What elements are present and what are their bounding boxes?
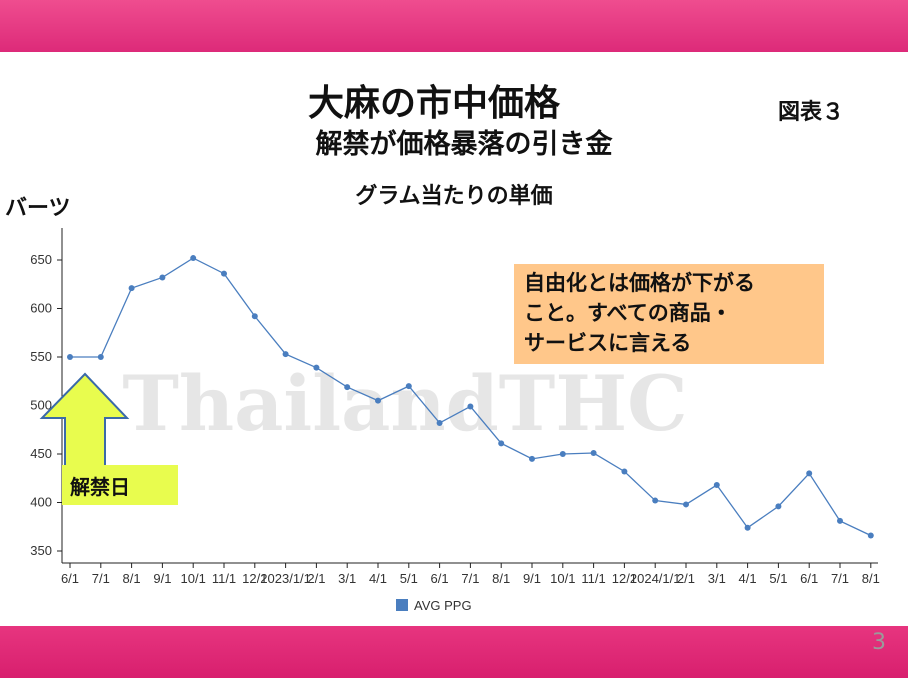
slide-number: 3 bbox=[872, 630, 886, 655]
x-tick-label: 6/1 bbox=[61, 571, 79, 586]
data-point bbox=[344, 384, 351, 391]
x-tick-label: 11/1 bbox=[581, 571, 605, 586]
figure-label: 図表３ bbox=[778, 100, 845, 125]
bottom-band bbox=[0, 626, 908, 678]
x-tick-label: 7/1 bbox=[92, 571, 110, 586]
x-tick-label: 7/1 bbox=[461, 571, 479, 586]
page-title: 大麻の市中価格 bbox=[307, 83, 560, 124]
ban-date-label: 解禁日 bbox=[62, 465, 178, 505]
data-point bbox=[97, 354, 104, 360]
data-point bbox=[590, 450, 597, 457]
x-tick-label: 6/1 bbox=[431, 571, 449, 586]
data-point bbox=[867, 532, 874, 539]
x-tick-label: 2/1 bbox=[307, 571, 325, 586]
data-point bbox=[436, 419, 443, 426]
x-tick-label: 8/1 bbox=[492, 571, 510, 586]
x-tick-label: 12/1 bbox=[242, 571, 267, 586]
y-tick-label: 400 bbox=[30, 495, 52, 510]
watermark-text: ThailandTHC bbox=[122, 359, 687, 448]
y-tick-label: 350 bbox=[30, 543, 52, 558]
x-tick-label: 9/1 bbox=[153, 571, 171, 586]
top-band bbox=[0, 0, 908, 52]
legend-label: AVG PPG bbox=[414, 598, 472, 613]
note-line: サービスに言える bbox=[524, 331, 692, 355]
x-tick-label: 4/1 bbox=[739, 571, 757, 586]
data-point bbox=[621, 468, 628, 475]
x-tick-label: 9/1 bbox=[523, 571, 541, 586]
y-tick-label: 550 bbox=[30, 349, 52, 364]
x-tick-label: 11/1 bbox=[212, 571, 236, 586]
y-tick-label: 650 bbox=[30, 252, 52, 267]
data-point bbox=[128, 285, 135, 292]
annotation-note: 自由化とは価格が下がる こと。すべての商品・ サービスに言える bbox=[514, 264, 824, 364]
data-point bbox=[713, 482, 720, 489]
data-point bbox=[498, 440, 505, 447]
data-point bbox=[405, 383, 412, 390]
data-point bbox=[159, 274, 166, 281]
data-point bbox=[529, 455, 535, 462]
ban-date-arrow bbox=[39, 372, 130, 467]
y-tick-label: 600 bbox=[30, 301, 52, 316]
data-point bbox=[806, 470, 813, 477]
data-point bbox=[559, 451, 566, 457]
x-tick-label: 12/1 bbox=[612, 571, 637, 586]
data-point bbox=[67, 354, 73, 360]
y-axis-unit-label: バーツ bbox=[5, 196, 71, 221]
data-point bbox=[313, 364, 320, 371]
x-tick-label: 5/1 bbox=[400, 571, 418, 586]
data-point bbox=[221, 270, 227, 277]
data-point bbox=[375, 397, 381, 404]
data-point bbox=[282, 351, 289, 358]
x-tick-label: 3/1 bbox=[338, 571, 356, 586]
y-tick-label: 450 bbox=[30, 446, 52, 461]
data-point bbox=[837, 517, 843, 524]
data-point bbox=[467, 403, 474, 410]
x-tick-label: 3/1 bbox=[708, 571, 726, 586]
data-point bbox=[683, 501, 689, 508]
legend-swatch bbox=[396, 599, 408, 611]
note-line: 自由化とは価格が下がる bbox=[524, 271, 755, 295]
x-tick-label: 2/1 bbox=[677, 571, 695, 586]
x-tick-label: 2023/1/1 bbox=[260, 571, 311, 586]
x-tick-label: 6/1 bbox=[800, 571, 818, 586]
x-tick-label: 5/1 bbox=[769, 571, 787, 586]
note-line: こと。すべての商品・ bbox=[524, 301, 732, 325]
y-tick-label: 500 bbox=[30, 398, 52, 413]
data-point bbox=[775, 503, 782, 510]
x-tick-label: 10/1 bbox=[181, 571, 206, 586]
x-tick-label: 8/1 bbox=[123, 571, 141, 586]
page-subtitle: 解禁が価格暴落の引き金 bbox=[315, 129, 613, 160]
chart-title: グラム当たりの単価 bbox=[355, 184, 553, 209]
x-tick-label: 8/1 bbox=[862, 571, 880, 586]
x-tick-label: 2024/1/1 bbox=[630, 571, 681, 586]
x-tick-label: 4/1 bbox=[369, 571, 387, 586]
data-point bbox=[251, 313, 258, 320]
data-point bbox=[744, 524, 751, 531]
x-tick-label: 10/1 bbox=[550, 571, 575, 586]
data-point bbox=[652, 497, 659, 504]
data-point bbox=[190, 255, 197, 262]
x-tick-label: 7/1 bbox=[831, 571, 849, 586]
